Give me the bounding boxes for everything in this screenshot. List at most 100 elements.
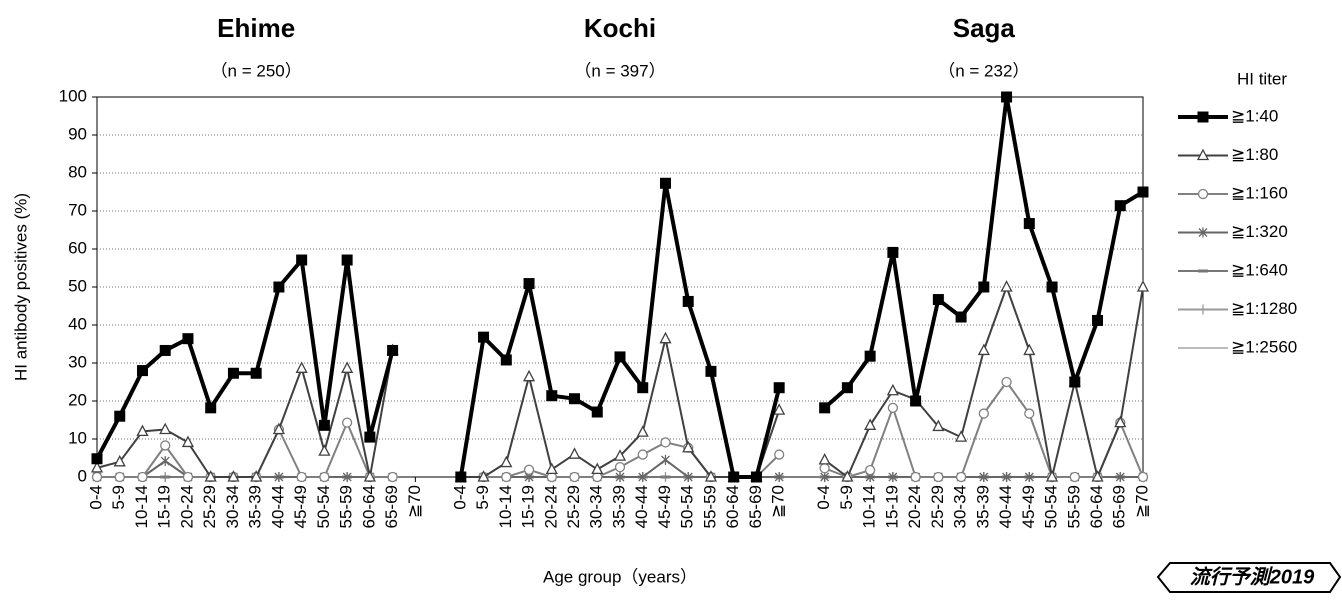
data-point <box>204 470 217 482</box>
x-tick-label: ≧70 <box>405 485 424 518</box>
data-point <box>205 402 217 414</box>
data-point <box>569 471 580 483</box>
data-point <box>614 351 626 363</box>
data-point <box>341 254 353 266</box>
x-tick-label: 60-64 <box>359 485 378 528</box>
y-tick-label: 40 <box>68 314 87 333</box>
data-point <box>638 472 648 482</box>
x-tick-label: 0-4 <box>86 485 105 510</box>
y-axis-label: HI antibody positives (%) <box>11 193 30 381</box>
x-tick-label: 55-59 <box>700 485 719 528</box>
legend-marker <box>1197 111 1209 123</box>
data-point <box>637 382 649 394</box>
data-point <box>661 454 670 465</box>
x-tick-label: 45-49 <box>655 485 674 528</box>
data-point <box>819 463 830 474</box>
x-tick-label: 30-34 <box>951 485 970 528</box>
x-tick-label: 15-19 <box>882 485 901 528</box>
x-tick-label: ≧70 <box>769 485 788 518</box>
x-tick-label: 25-29 <box>564 485 583 528</box>
data-point <box>160 440 171 451</box>
legend-marker <box>1202 347 1204 349</box>
x-tick-label: 65-69 <box>746 485 765 528</box>
data-point <box>705 365 717 377</box>
data-point <box>90 460 104 473</box>
y-tick-label: 90 <box>68 124 87 143</box>
data-point <box>182 333 194 345</box>
data-point <box>1001 376 1012 388</box>
y-tick-label: 20 <box>68 390 87 409</box>
data-point <box>114 410 126 422</box>
data-point <box>387 471 398 483</box>
data-point <box>363 470 376 482</box>
legend-marker <box>1198 227 1208 238</box>
x-tick-label: 15-19 <box>155 485 174 528</box>
data-point <box>1023 218 1035 230</box>
x-tick-label: 20-24 <box>541 485 560 528</box>
data-point <box>274 472 284 482</box>
group-subtitle: （n = 250） <box>211 61 302 80</box>
data-point <box>272 422 285 435</box>
data-point <box>682 295 694 307</box>
data-point <box>523 278 535 290</box>
data-point <box>500 455 513 468</box>
data-point <box>545 462 558 475</box>
x-axis-label: Age group（years） <box>543 567 697 586</box>
group-title: Saga <box>953 13 1016 43</box>
y-tick-label: 50 <box>68 276 87 295</box>
y-tick-label: 70 <box>68 200 87 219</box>
data-point <box>342 472 352 482</box>
x-tick-label: 25-29 <box>200 485 219 528</box>
data-point <box>91 471 103 483</box>
x-tick-label: 50-54 <box>678 485 697 528</box>
data-point <box>660 437 671 448</box>
y-tick-label: 10 <box>68 428 87 447</box>
y-tick-label: 100 <box>59 86 87 105</box>
data-point <box>364 431 376 443</box>
data-point <box>636 425 649 437</box>
x-tick-label: 65-69 <box>382 485 401 528</box>
data-point <box>250 470 263 482</box>
legend-label: ≧1:1280 <box>1231 299 1297 318</box>
x-tick-label: 5-9 <box>109 485 128 510</box>
data-point <box>136 424 149 437</box>
x-tick-label: 50-54 <box>1042 485 1061 528</box>
x-tick-label: 65-69 <box>1110 485 1129 528</box>
data-point <box>613 449 627 461</box>
x-tick-label: 25-29 <box>928 485 947 528</box>
data-point <box>341 361 354 373</box>
data-point <box>160 456 170 467</box>
x-tick-label: 50-54 <box>314 485 333 528</box>
x-tick-label: 10-14 <box>496 485 515 528</box>
x-tick-label: 20-24 <box>177 485 196 528</box>
data-point <box>500 354 512 366</box>
x-tick-label: 55-59 <box>1064 485 1083 528</box>
x-tick-label: 0-4 <box>814 485 833 510</box>
data-point <box>182 471 194 483</box>
x-tick-label: 40-44 <box>996 485 1015 528</box>
data-point <box>682 440 695 453</box>
data-point <box>819 402 831 414</box>
legend-marker <box>1197 188 1209 200</box>
x-tick-label: 0-4 <box>450 485 469 510</box>
data-point <box>1137 186 1149 198</box>
data-point <box>1001 91 1013 103</box>
data-point <box>887 246 899 258</box>
data-point <box>933 471 944 483</box>
data-point <box>113 454 126 467</box>
data-point <box>932 294 944 306</box>
x-tick-label: 10-14 <box>860 485 879 528</box>
group-title: Kochi <box>584 13 656 43</box>
data-point <box>295 361 308 373</box>
group-subtitle: （n = 232） <box>938 61 1029 80</box>
legend-label: ≧1:2560 <box>1231 337 1297 356</box>
data-point <box>955 430 968 442</box>
legend-label: ≧1:40 <box>1231 106 1278 125</box>
data-point <box>820 472 830 482</box>
x-tick-label: 30-34 <box>223 485 242 528</box>
legend-label: ≧1:80 <box>1231 145 1278 164</box>
data-point <box>1091 470 1104 482</box>
data-point <box>1002 472 1012 482</box>
data-point <box>910 395 922 407</box>
data-point <box>568 447 581 459</box>
